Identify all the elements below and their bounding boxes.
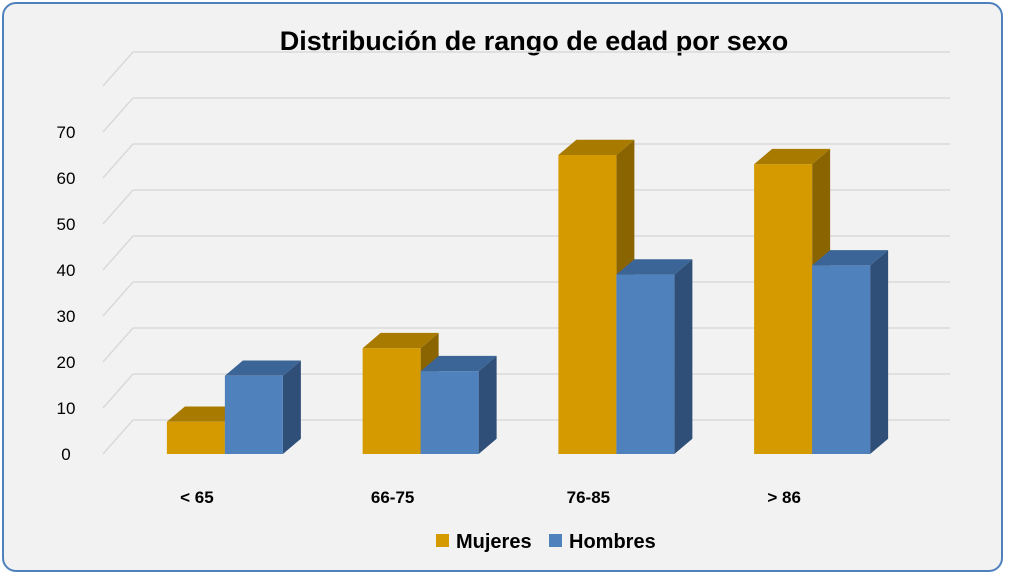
legend: Mujeres Hombres xyxy=(436,531,656,553)
gridline-depth xyxy=(102,189,134,225)
legend-swatch xyxy=(436,534,449,547)
x-category-label: 76-85 xyxy=(567,488,610,507)
bar-hombres-0 xyxy=(224,360,301,454)
bar-side xyxy=(282,360,301,454)
bar-front xyxy=(754,164,813,454)
bar-front xyxy=(616,274,675,454)
bar-hombres-3 xyxy=(812,250,889,454)
chart-title: Distribución de rango de edad por sexo xyxy=(279,26,789,56)
bar-top xyxy=(362,332,439,349)
gridline-depth xyxy=(102,419,134,455)
gridline-depth xyxy=(102,235,134,271)
y-tick-label: 40 xyxy=(57,261,76,280)
bar-top xyxy=(754,148,831,165)
x-axis-categories: < 65 66-75 76-85 > 86 xyxy=(180,488,801,507)
bar-front xyxy=(166,421,225,454)
bar-top xyxy=(224,360,301,376)
gridline-depth xyxy=(102,143,134,179)
bar-side xyxy=(674,259,693,454)
y-tick-label: 20 xyxy=(57,353,76,372)
legend-swatch xyxy=(549,534,562,547)
gridline-depth xyxy=(102,327,134,363)
y-tick-label: 60 xyxy=(57,169,76,188)
bar-front xyxy=(224,375,283,454)
bar-top xyxy=(812,250,889,266)
y-tick-label: 30 xyxy=(57,307,76,326)
bar-front xyxy=(420,371,479,454)
x-category-label: < 65 xyxy=(180,488,214,507)
legend-label: Hombres xyxy=(569,531,656,553)
bar-side xyxy=(870,250,889,454)
bar-front xyxy=(558,155,617,454)
legend-item-hombres: Hombres xyxy=(549,531,656,553)
bars xyxy=(166,139,889,454)
x-category-label: > 86 xyxy=(767,488,801,507)
legend-item-mujeres: Mujeres xyxy=(436,531,532,553)
y-axis-ticks: 0 10 20 30 40 50 60 70 xyxy=(57,123,76,464)
bar-top xyxy=(558,139,635,155)
legend-label: Mujeres xyxy=(456,531,532,553)
bar-top xyxy=(420,355,497,372)
bar-side xyxy=(478,355,497,454)
y-tick-label: 0 xyxy=(61,445,70,464)
bar-front xyxy=(812,265,871,454)
bar-hombres-2 xyxy=(616,259,693,454)
bar-top xyxy=(616,259,693,275)
gridline-depth xyxy=(102,373,134,409)
gridline-depth xyxy=(102,281,134,317)
chart-frame: Distribución de rango de edad por sexo 0… xyxy=(2,2,1003,572)
gridline-depth xyxy=(102,51,134,87)
x-category-label: 66-75 xyxy=(371,488,414,507)
y-tick-label: 10 xyxy=(57,399,76,418)
bar-top xyxy=(166,406,243,422)
gridline-depth xyxy=(102,97,134,133)
y-tick-label: 50 xyxy=(57,215,76,234)
bar-hombres-1 xyxy=(420,355,497,454)
bar-front xyxy=(362,348,421,454)
chart-svg: 0 10 20 30 40 50 60 70 < 65 66-75 76-85 > 86 Mujer… xyxy=(57,51,950,553)
y-tick-label: 70 xyxy=(57,123,76,142)
